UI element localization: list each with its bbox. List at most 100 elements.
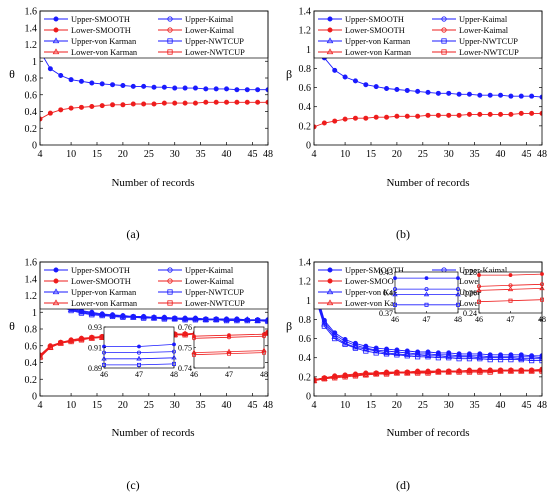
- data-point: [151, 84, 157, 90]
- x-tick-label: 35: [470, 149, 480, 160]
- x-tick-label: 4: [312, 400, 317, 411]
- inset-chart: 0.89 0.91 0.93 46 47 48: [88, 323, 178, 379]
- data-point: [486, 367, 494, 374]
- data-point: [88, 310, 96, 317]
- x-tick-label: 25: [418, 400, 428, 411]
- plot-frame: [39, 10, 269, 146]
- data-point: [243, 316, 251, 322]
- legend-entry: Lower-SMOOTH: [345, 26, 405, 35]
- legend-marker: [167, 267, 173, 273]
- data-point: [394, 352, 400, 358]
- x-tick-label: 10: [340, 149, 350, 160]
- data-point: [446, 355, 452, 361]
- data-point: [223, 318, 230, 324]
- x-tick-label: 15: [366, 400, 376, 411]
- data-point: [497, 367, 504, 374]
- inset-data-point: [540, 272, 544, 276]
- legend-marker: [441, 16, 447, 22]
- inset-x-tick-label: 46: [190, 370, 198, 379]
- y-tick-label: 1.6: [25, 7, 38, 18]
- legend-entry: Lower-von Karman: [345, 48, 412, 57]
- x-tick-label: 40: [496, 400, 506, 411]
- data-point: [487, 111, 493, 117]
- inset-data-point: [171, 361, 176, 366]
- legend-entry: Upper-von Karman: [71, 37, 137, 46]
- x-tick-label: 25: [418, 149, 428, 160]
- legend-entry: Lower-von Karman: [71, 48, 138, 57]
- inset-data-point: [171, 349, 176, 354]
- data-point: [224, 99, 230, 105]
- data-point: [352, 343, 359, 350]
- data-point: [172, 85, 178, 91]
- inset-chart: 0.24 0.26 0.28 46 47 48: [463, 268, 546, 324]
- legend-entry: Lower-NWTCUP: [185, 48, 245, 57]
- data-point: [78, 308, 85, 315]
- data-point: [373, 371, 379, 377]
- data-point: [528, 367, 535, 374]
- data-point: [47, 110, 53, 116]
- y-tick-label: 1.2: [25, 291, 38, 302]
- inset-data-point: [456, 276, 460, 281]
- legend-marker: [167, 16, 173, 22]
- inset-data-point: [507, 286, 514, 292]
- data-point: [497, 357, 504, 363]
- data-point: [78, 78, 84, 84]
- data-point: [341, 372, 349, 379]
- data-point: [321, 376, 327, 382]
- inset-data-point: [171, 354, 177, 360]
- data-point: [425, 354, 431, 360]
- data-point: [477, 369, 483, 375]
- x-tick-label: 10: [340, 400, 350, 411]
- data-point: [518, 357, 524, 363]
- x-tick-label: 45: [521, 149, 531, 160]
- inset-data-point: [423, 291, 430, 297]
- inset-x-tick-label: 46: [475, 315, 483, 324]
- legend-entry: Upper-Kaimal: [459, 266, 508, 275]
- data-point: [529, 357, 535, 364]
- plot-frame: [313, 10, 543, 146]
- y-axis-label: β: [286, 319, 292, 333]
- x-tick-label: 20: [118, 400, 128, 411]
- data-point: [497, 368, 504, 374]
- x-tick-label: 45: [247, 149, 257, 160]
- inset-x-tick-label: 47: [507, 315, 515, 324]
- data-point: [446, 369, 452, 375]
- data-point: [352, 115, 358, 121]
- x-tick-label: 25: [144, 149, 154, 160]
- x-tick-label: 45: [247, 400, 257, 411]
- data-point: [477, 92, 483, 98]
- data-point: [129, 313, 137, 320]
- data-point: [212, 316, 220, 322]
- legend-entry: Upper-Kaimal: [185, 15, 234, 24]
- legend-entry: Upper-von Karman: [345, 37, 411, 46]
- data-point: [203, 317, 209, 323]
- data-point: [98, 311, 106, 317]
- data-point: [415, 370, 421, 376]
- inset-x-tick-label: 46: [100, 370, 108, 379]
- data-point: [383, 371, 390, 377]
- y-tick-label: 0: [306, 141, 311, 152]
- inset-frame: [193, 326, 265, 369]
- data-point: [508, 357, 514, 363]
- data-point: [89, 103, 95, 109]
- panel-caption: (c): [126, 478, 139, 492]
- legend-marker: [53, 27, 59, 33]
- data-point: [517, 367, 525, 374]
- series-line-upper-nwtcup: [40, 276, 268, 322]
- x-tick-label: 15: [366, 149, 376, 160]
- data-point: [425, 112, 431, 118]
- inset-series-line: [104, 357, 175, 360]
- inset-series-line: [478, 283, 543, 287]
- inset-y-tick-label: 0.28: [463, 268, 477, 277]
- data-point: [244, 87, 250, 93]
- plot-frame: [39, 261, 269, 397]
- x-tick-label: 15: [92, 400, 102, 411]
- data-point: [109, 313, 116, 320]
- data-point: [141, 83, 147, 89]
- data-point: [404, 353, 410, 359]
- data-point: [446, 90, 452, 96]
- y-tick-label: 0.4: [299, 102, 312, 113]
- panel-caption: (b): [396, 227, 410, 241]
- inset-data-point: [172, 342, 176, 347]
- x-tick-label: 45: [521, 400, 531, 411]
